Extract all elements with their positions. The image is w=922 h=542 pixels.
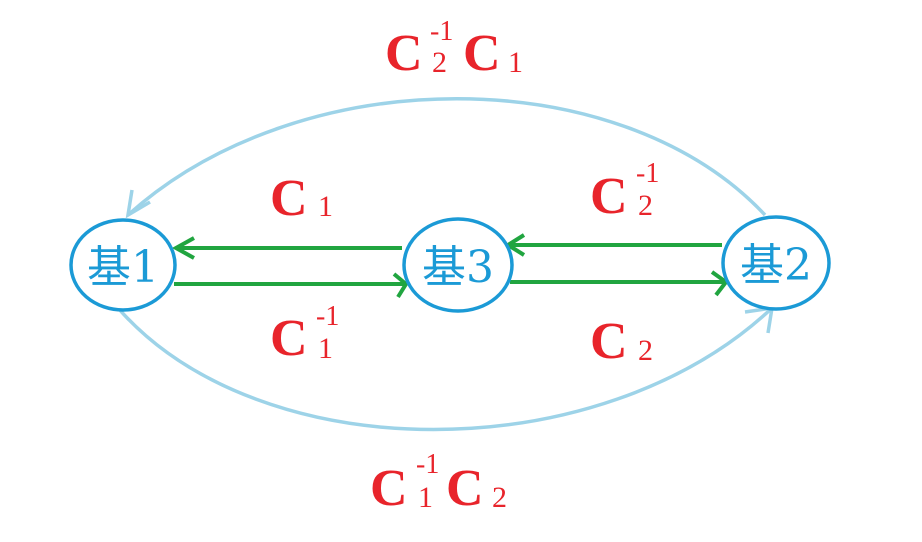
label-c2-lower-c: C <box>590 313 628 370</box>
label-bottom-arc-c-a: C <box>370 460 408 517</box>
label-c1inv-lower-sub: 1 <box>318 332 333 365</box>
label-top-arc-sup: -1 <box>430 16 453 47</box>
top-arc-arrowhead <box>125 189 151 219</box>
node-base3-label: 基3 <box>422 242 494 293</box>
label-c1inv-lower-sup: -1 <box>316 301 339 332</box>
label-top-arc-sub-b: 1 <box>508 46 523 79</box>
node-base1: 基1 <box>69 218 177 312</box>
label-c2-lower: C 2 <box>590 313 653 370</box>
label-c1inv-lower-c: C <box>270 310 308 367</box>
edge-base3-to-base1-arrowhead <box>171 236 195 260</box>
label-bottom-arc-c-b: C <box>446 460 484 517</box>
label-top-arc: C -1 2 C 1 <box>385 16 523 82</box>
label-bottom-arc-sub-a: 1 <box>418 481 433 514</box>
edge-base3-to-base2 <box>510 270 729 297</box>
top-arc-edge <box>125 97 767 219</box>
node-base2-label: 基2 <box>740 240 812 291</box>
edge-base1-to-base3 <box>174 272 409 299</box>
label-c1-upper-sub: 1 <box>318 190 333 223</box>
label-top-arc-c-a: C <box>385 25 423 82</box>
bottom-arc-edge <box>116 305 775 432</box>
label-bottom-arc-sup: -1 <box>416 449 439 480</box>
node-base1-label: 基1 <box>87 242 159 293</box>
node-base2: 基2 <box>721 215 831 311</box>
edge-base1-to-base3-arrowhead <box>392 272 409 299</box>
label-c1-upper: C 1 <box>270 170 333 227</box>
label-c1-upper-c: C <box>270 170 308 227</box>
label-top-arc-sub-a: 2 <box>432 46 447 79</box>
label-bottom-arc-sub-b: 2 <box>492 481 507 514</box>
edge-base2-to-base3 <box>504 233 722 257</box>
label-c1inv-lower: C -1 1 <box>270 301 339 367</box>
label-bottom-arc: C -1 1 C 2 <box>370 449 507 517</box>
label-c2inv-upper-sup: -1 <box>636 158 659 189</box>
node-base3: 基3 <box>402 217 514 313</box>
label-c2-lower-sub: 2 <box>638 334 653 367</box>
label-top-arc-c-b: C <box>463 25 501 82</box>
edge-base3-to-base1 <box>171 236 402 260</box>
label-c2inv-upper: C -1 2 <box>590 158 659 225</box>
label-c2inv-upper-sub: 2 <box>638 189 653 222</box>
label-c2inv-upper-c: C <box>590 168 628 225</box>
